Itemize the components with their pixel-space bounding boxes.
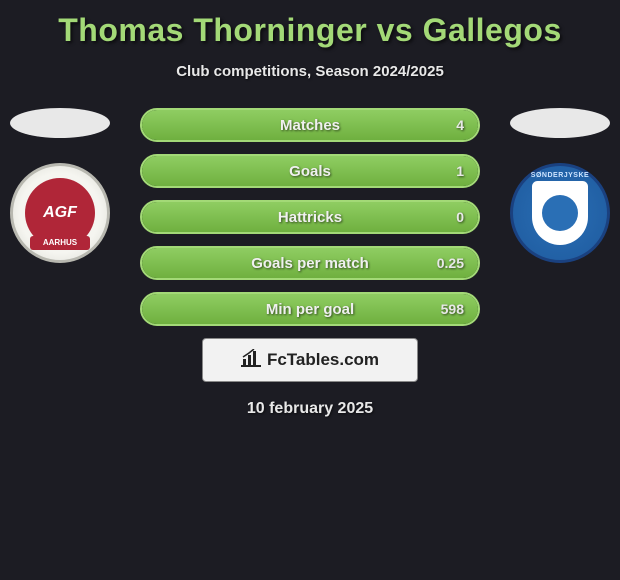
chart-icon [241, 349, 261, 372]
club-left-sub: AARHUS [30, 236, 90, 250]
stat-label: Matches [280, 117, 340, 134]
stat-value-right: 0 [456, 209, 464, 225]
club-badge-right: SØNDERJYSKE [510, 163, 610, 263]
stat-value-right: 0.25 [437, 255, 464, 271]
stat-row-gpm: Goals per match 0.25 [140, 246, 480, 280]
club-right-label: SØNDERJYSKE [531, 172, 589, 180]
comparison-subtitle: Club competitions, Season 2024/2025 [0, 63, 620, 80]
player-right-avatar [510, 108, 610, 138]
comparison-date: 10 february 2025 [0, 400, 620, 418]
stat-row-matches: Matches 4 [140, 108, 480, 142]
stats-container: Matches 4 Goals 1 Hattricks 0 Goals per … [140, 108, 480, 326]
stat-label: Goals per match [251, 255, 369, 272]
stat-label: Goals [289, 163, 331, 180]
stat-value-right: 1 [456, 163, 464, 179]
club-right-shield-icon [532, 181, 588, 245]
player-left-avatar [10, 108, 110, 138]
comparison-main: AGF AARHUS SØNDERJYSKE Matches 4 Goals 1… [0, 108, 620, 418]
stat-row-goals: Goals 1 [140, 154, 480, 188]
club-badge-left: AGF AARHUS [10, 163, 110, 263]
source-text: FcTables.com [267, 350, 379, 370]
stat-value-right: 598 [441, 301, 464, 317]
comparison-title: Thomas Thorninger vs Gallegos [0, 0, 620, 49]
stat-label: Hattricks [278, 209, 342, 226]
stat-row-mpg: Min per goal 598 [140, 292, 480, 326]
source-link[interactable]: FcTables.com [202, 338, 418, 382]
stat-label: Min per goal [266, 301, 354, 318]
stat-value-right: 4 [456, 117, 464, 133]
stat-row-hattricks: Hattricks 0 [140, 200, 480, 234]
